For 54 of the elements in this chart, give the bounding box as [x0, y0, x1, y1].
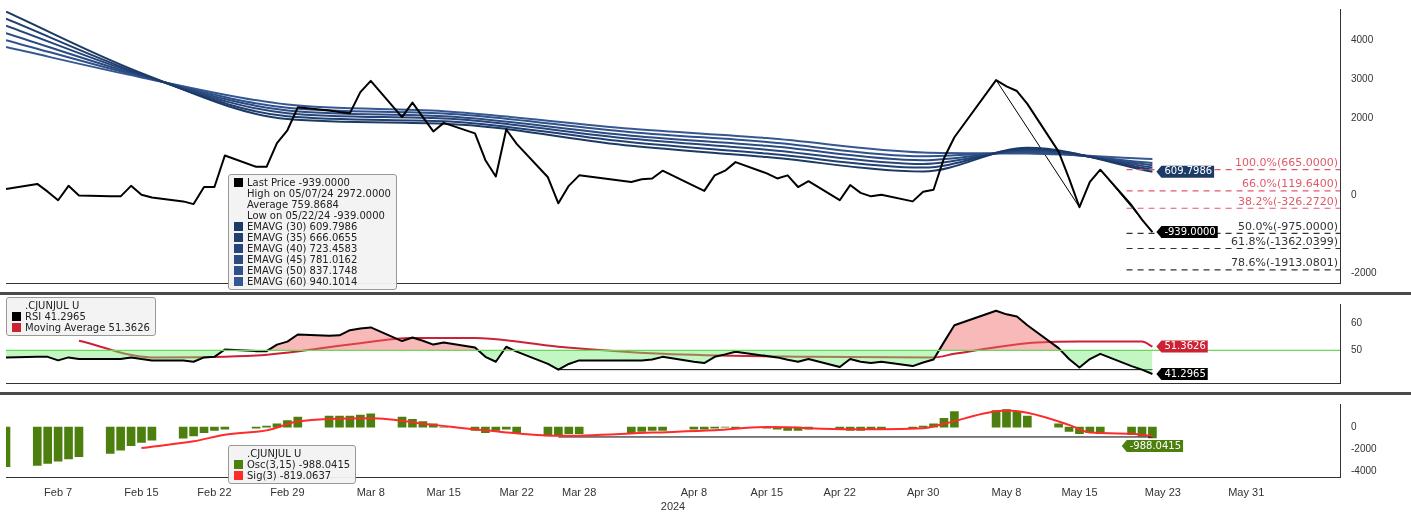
x-tick-label: Feb 29	[270, 486, 305, 499]
y-tick-label: 4000	[1351, 33, 1374, 45]
x-tick-label: May 8	[991, 486, 1022, 499]
x-tick-label: Apr 8	[680, 486, 707, 499]
legend-title: .CJUNJUL U	[24, 300, 81, 311]
legend-label: EMAVG (60) 940.1014	[247, 276, 358, 287]
annotation: Average 759.8684	[246, 199, 339, 210]
legend-label: EMAVG (35) 666.0655	[247, 232, 358, 243]
x-tick-label: Feb 22	[197, 486, 232, 499]
annotation: Low on 05/22/24 -939.0000	[246, 210, 386, 221]
x-tick-label: Mar 22	[499, 486, 534, 499]
y-tick-label: 50	[1351, 344, 1363, 356]
ref-line-label: 61.8%(-1362.0399)	[1231, 234, 1338, 248]
ref-line-label: 50.0%(-975.0000)	[1238, 219, 1338, 233]
y-tick-label: 3000	[1351, 72, 1374, 84]
y-tick-label: -2000	[1351, 267, 1378, 279]
ref-line-label: 78.6%(-1913.0801)	[1231, 256, 1338, 270]
x-tick-label: Mar 8	[356, 486, 385, 499]
y-tick-label: 0	[1351, 189, 1357, 201]
legend-label: EMAVG (30) 609.7986	[247, 221, 358, 232]
data-label: 51.3626	[1164, 340, 1206, 352]
legend-label: Sig(3) -819.0637	[247, 470, 332, 481]
annotation: High on 05/07/24 2972.0000	[246, 188, 391, 199]
legend-label: EMAVG (50) 837.1748	[247, 265, 358, 276]
x-tick-label: Feb 7	[44, 486, 73, 499]
ref-line-label: 100.0%(665.0000)	[1234, 156, 1338, 170]
legend-label: Last Price -939.0000	[247, 177, 350, 188]
ref-line-label: 38.2%(-326.2720)	[1238, 194, 1338, 208]
x-tick-label: Mar 28	[562, 486, 597, 499]
legend-label: EMAVG (40) 723.4583	[247, 243, 358, 254]
x-tick-label: Apr 30	[906, 486, 940, 499]
legend-label: RSI 41.2965	[25, 311, 86, 322]
data-label: -988.0415	[1129, 439, 1182, 451]
y-tick-label: 60	[1351, 316, 1363, 328]
y-tick-label: -2000	[1351, 442, 1378, 454]
data-label: -939.0000	[1164, 225, 1216, 237]
y-tick-label: 0	[1351, 420, 1357, 432]
y-tick-label: 2000	[1351, 111, 1374, 123]
legend-label: Moving Average 51.3626	[25, 322, 150, 333]
x-tick-label: Apr 22	[823, 486, 856, 499]
x-tick-label: Mar 15	[426, 486, 461, 499]
x-tick-label: Apr 15	[750, 486, 784, 499]
x-axis-title: 2024	[660, 500, 686, 513]
x-tick-label: May 23	[1144, 486, 1181, 499]
legend-label: EMAVG (45) 781.0162	[247, 254, 358, 265]
y-tick-label: -4000	[1351, 464, 1378, 476]
ref-line-label: 66.0%(119.6400)	[1241, 177, 1338, 191]
legend-title: .CJUNJUL U	[246, 448, 303, 459]
data-label: 41.2965	[1164, 367, 1206, 379]
legend-label: Osc(3,15) -988.0415	[247, 459, 351, 470]
x-tick-label: May 31	[1228, 486, 1265, 499]
x-tick-label: Feb 15	[124, 486, 159, 499]
data-label: 609.7986	[1164, 165, 1213, 177]
x-tick-label: May 15	[1061, 486, 1098, 499]
